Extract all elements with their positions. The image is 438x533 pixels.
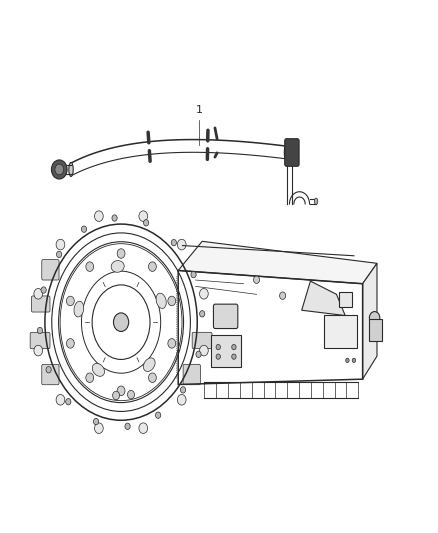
Circle shape [37, 327, 42, 334]
Bar [339, 293, 352, 308]
Circle shape [113, 391, 120, 400]
Circle shape [200, 345, 208, 356]
FancyBboxPatch shape [285, 139, 299, 166]
Circle shape [168, 296, 176, 306]
Circle shape [200, 288, 208, 299]
Circle shape [117, 249, 125, 259]
Circle shape [66, 399, 71, 405]
FancyBboxPatch shape [32, 296, 50, 312]
FancyBboxPatch shape [30, 332, 50, 349]
Ellipse shape [111, 261, 124, 272]
Ellipse shape [69, 163, 73, 176]
Circle shape [46, 367, 51, 373]
FancyBboxPatch shape [192, 332, 212, 349]
Circle shape [196, 351, 201, 358]
Circle shape [81, 226, 87, 232]
Circle shape [177, 239, 186, 250]
Circle shape [216, 354, 220, 359]
Circle shape [177, 394, 186, 405]
Circle shape [200, 311, 205, 317]
Circle shape [148, 262, 156, 271]
Ellipse shape [143, 358, 155, 372]
FancyBboxPatch shape [213, 304, 238, 328]
Circle shape [51, 160, 67, 179]
Circle shape [127, 390, 134, 399]
Circle shape [155, 412, 161, 418]
Circle shape [216, 344, 220, 350]
Circle shape [191, 271, 196, 278]
FancyBboxPatch shape [324, 316, 357, 348]
Circle shape [352, 358, 356, 362]
Text: 1: 1 [196, 106, 203, 115]
Ellipse shape [92, 364, 105, 376]
Circle shape [144, 220, 149, 226]
Ellipse shape [284, 146, 289, 159]
Circle shape [56, 239, 65, 250]
Circle shape [34, 345, 42, 356]
Circle shape [95, 211, 103, 221]
Polygon shape [178, 241, 377, 284]
FancyBboxPatch shape [42, 365, 59, 385]
Ellipse shape [74, 301, 84, 317]
Circle shape [113, 313, 129, 332]
Circle shape [254, 276, 260, 284]
Circle shape [139, 423, 148, 433]
Ellipse shape [314, 198, 318, 205]
Circle shape [55, 164, 64, 175]
Circle shape [346, 358, 349, 362]
Circle shape [171, 239, 177, 246]
Circle shape [95, 423, 103, 433]
FancyBboxPatch shape [369, 319, 382, 341]
Polygon shape [363, 263, 377, 379]
Circle shape [41, 287, 46, 293]
Circle shape [67, 338, 74, 348]
Circle shape [168, 338, 176, 348]
Circle shape [232, 344, 236, 350]
Circle shape [34, 288, 42, 299]
Circle shape [56, 394, 65, 405]
Circle shape [279, 292, 286, 300]
Circle shape [112, 215, 117, 221]
Circle shape [125, 423, 130, 430]
Circle shape [117, 386, 125, 395]
Ellipse shape [156, 293, 166, 309]
Circle shape [86, 262, 94, 271]
Circle shape [369, 312, 380, 324]
FancyBboxPatch shape [42, 260, 59, 280]
Circle shape [57, 251, 62, 257]
Circle shape [93, 418, 99, 425]
Circle shape [86, 373, 94, 383]
Circle shape [148, 373, 156, 383]
Polygon shape [302, 281, 345, 316]
FancyBboxPatch shape [211, 335, 241, 367]
Circle shape [232, 354, 236, 359]
Circle shape [67, 296, 74, 306]
FancyBboxPatch shape [183, 365, 200, 385]
Circle shape [180, 387, 186, 393]
Circle shape [139, 211, 148, 221]
